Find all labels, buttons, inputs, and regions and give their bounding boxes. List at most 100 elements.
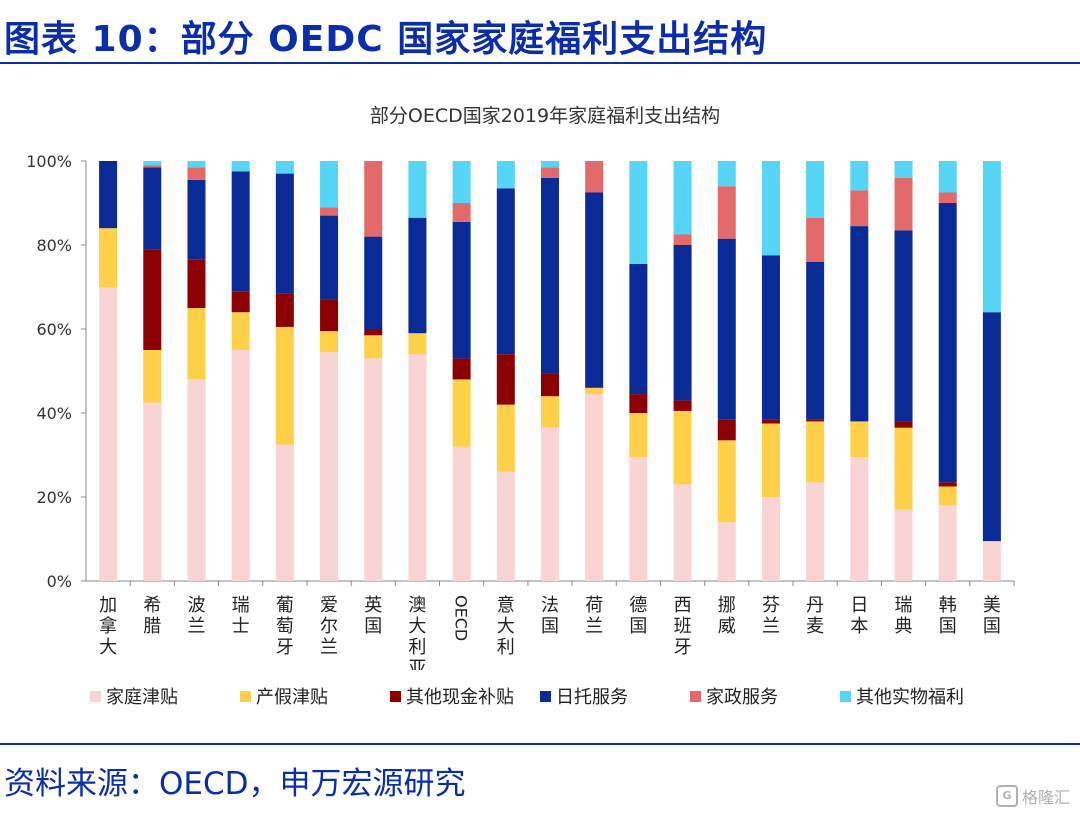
bar-segment [143,350,162,403]
bar-segment [761,161,780,256]
bar-segment [806,261,825,420]
bar-segment [320,207,339,216]
bar-segment [541,177,559,374]
x-tick-label: 爱尔兰 [320,595,338,658]
bar-segment [806,217,825,262]
bar-segment [850,226,869,422]
bar-segment [275,293,294,327]
x-tick-label: 西班牙 [674,595,692,658]
bar-segment [894,230,913,422]
x-tick-label: 瑞典 [895,595,913,637]
bar-segment [541,167,559,178]
legend-item: 其他实物福利 [840,683,990,709]
bar-segment [806,161,825,218]
bar-segment [541,373,559,397]
bar-segment [275,444,294,581]
bar-segment [275,161,294,174]
bar-segment [275,173,294,294]
bar-segment [761,255,780,420]
bar-segment [541,161,559,168]
bar-segment [408,333,427,355]
bar-segment [187,161,206,168]
bar-segment [496,188,515,355]
bar-segment [496,161,515,189]
stacked-bar-chart: 部分OECD国家2019年家庭福利支出结构 0% 20% 40% 60% 80% 100% 加… [26,105,1015,670]
bar-segment [894,161,913,178]
top-divider [0,62,1080,64]
bar-segment [99,228,118,287]
legend-label: 家政服务 [706,687,778,708]
bar-segment [496,404,515,472]
bar-segment [629,263,648,395]
bar-segment [938,482,957,487]
legend-item: 产假津贴 [240,683,390,709]
bar-segment [275,326,294,445]
bar-segment [231,171,250,292]
legend-label: 家庭津贴 [106,687,178,708]
bar-segment [143,402,162,581]
x-tick-label: 日本 [850,595,868,637]
y-tick-label: 100% [26,152,72,171]
x-tick-label: 意大利 [497,595,515,658]
bar-segment [452,358,471,380]
bar-segment [850,161,869,191]
bar-segment [187,179,206,260]
legend-label: 其他实物福利 [856,687,964,708]
bar-segment [187,167,206,180]
y-tick-label: 0% [47,572,72,591]
x-tick-label: 荷兰 [585,595,603,637]
bar-segment [364,335,383,359]
bar-segment [673,410,692,485]
x-tick-label: 波兰 [187,595,205,637]
legend-item: 日托服务 [540,683,690,709]
bar-segment [717,186,736,239]
bar-segment [894,177,913,231]
bar-segment [187,308,206,380]
bar-segment [585,161,604,193]
bar-segment [894,421,913,428]
watermark-logo-icon: G [995,785,1018,807]
bar-segment [938,192,957,203]
bar-segment [320,161,339,208]
bar-segment [850,190,869,227]
figure-title: 图表 10：部分 OEDC 国家家庭福利支出结构 [4,19,768,60]
bar-segment [806,419,825,422]
x-tick-label: 芬兰 [762,595,780,637]
legend-label: 其他现金补贴 [406,687,514,708]
bar-segment [408,217,427,334]
bar-segment [982,161,1001,313]
x-tick-label: 法国 [541,595,559,637]
bar-segment [408,161,427,218]
bar-segment [496,354,515,405]
bar-segment [806,482,825,581]
bar-segment [231,291,250,313]
source-note: 资料来源：OECD，申万宏源研究 [4,766,466,802]
y-tick-label: 40% [36,404,72,423]
bar-segment [231,312,250,350]
bar-segment [717,522,736,581]
x-tick-label: 希腊 [143,595,161,637]
x-tick-label: 德国 [629,595,647,637]
x-tick-label: 美国 [983,595,1001,637]
bar-segment [761,423,780,497]
x-tick-label: 加拿大 [99,595,117,658]
watermark: G 格隆汇 [995,784,1070,808]
bar-segment [320,215,339,300]
bar-segment [452,446,471,581]
x-tick-label: 葡萄牙 [276,595,294,658]
bar-segment [187,259,206,308]
bar-segment [629,413,648,458]
bar-segment [320,299,339,332]
bar-segment [452,161,471,203]
legend-swatch [90,690,101,702]
bar-segment [187,379,206,581]
legend-swatch [390,690,401,702]
bar-segment [585,192,604,388]
bar-segment [231,350,250,581]
x-tick-label: 澳大利亚 [408,595,426,670]
legend-label: 日托服务 [556,687,628,708]
bar-segment [938,203,957,483]
y-tick-label: 20% [36,488,72,507]
bar-segment [850,421,869,458]
bar-segment [364,161,383,237]
